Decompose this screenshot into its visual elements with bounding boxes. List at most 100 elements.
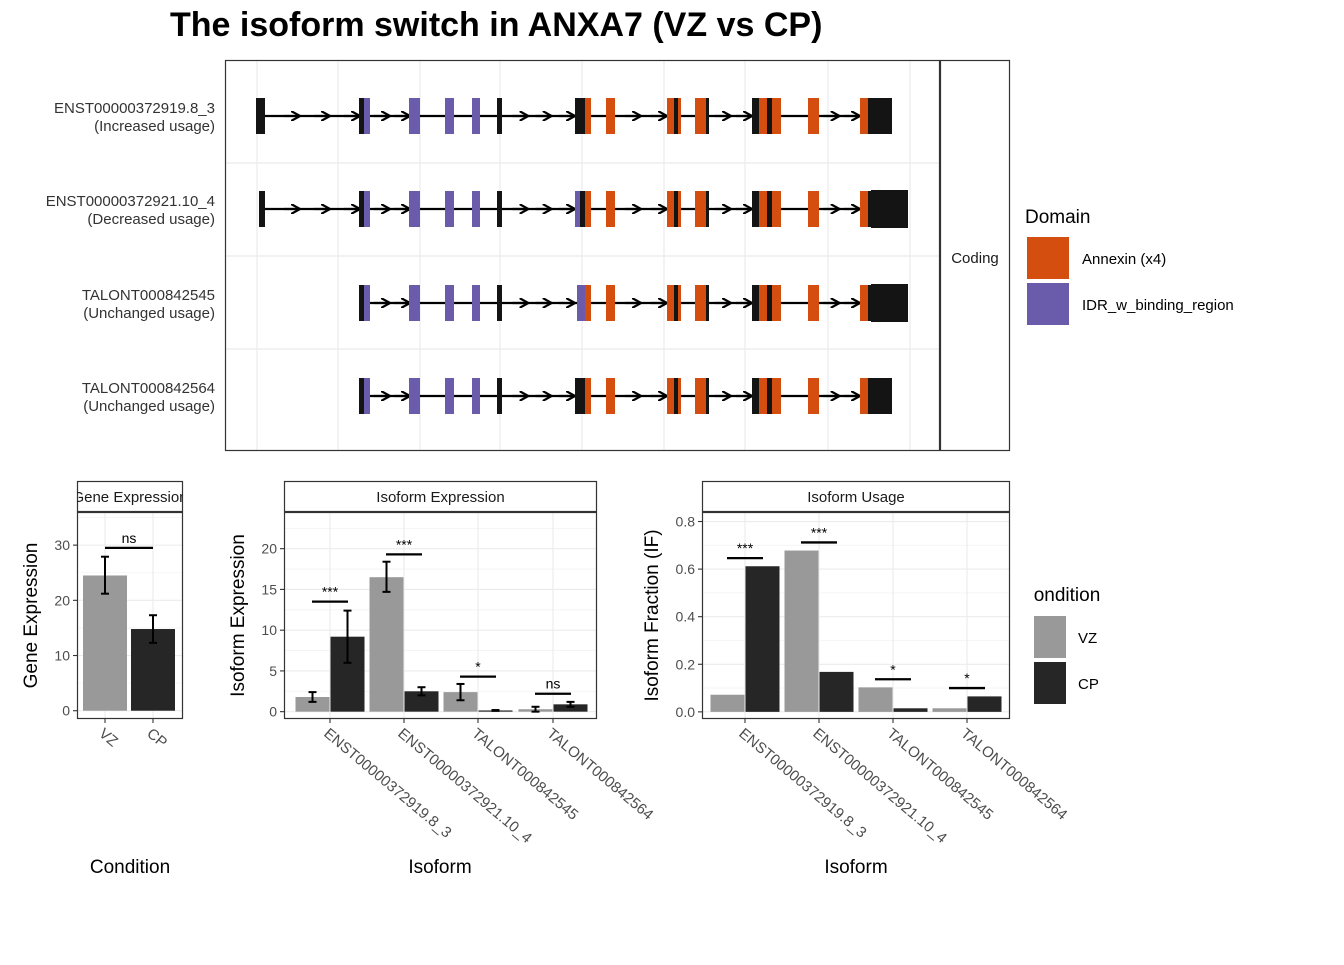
- annexin-domain-block: [585, 191, 591, 227]
- chart-panel-0: ns Gene Expression 0 10 20 30 VZ CP Condition Gen…: [21, 480, 187, 878]
- annexin-domain-block: [759, 98, 768, 134]
- condition-legend: Condition VZ CP: [1020, 585, 1100, 704]
- exon-block: [767, 378, 772, 414]
- exon-block: [359, 98, 364, 134]
- exon-block: [674, 98, 678, 134]
- bar-cp: [967, 696, 1002, 712]
- legend-swatch: [1027, 237, 1069, 279]
- idr-domain-block: [445, 98, 454, 134]
- x-tick-label: ENST00000372919.8_3: [320, 725, 454, 841]
- bars: [83, 575, 175, 711]
- exon-block: [752, 285, 759, 321]
- y-tick-label: 0.6: [676, 561, 696, 577]
- x-tick-label: ENST00000372919.8_3: [735, 725, 869, 841]
- exon-block: [752, 191, 759, 227]
- isoform-label: ENST00000372921.10_4: [46, 193, 215, 210]
- isoform-label: TALONT000842564: [82, 380, 215, 397]
- y-tick-label: 0.0: [676, 704, 696, 720]
- exon-block: [497, 378, 502, 414]
- isoform-label: TALONT000842545: [82, 287, 215, 304]
- idr-domain-block: [364, 98, 370, 134]
- annexin-domain-block: [808, 285, 819, 321]
- isoform-track: [359, 284, 908, 322]
- exon-block: [767, 191, 772, 227]
- idr-domain-block: [409, 378, 420, 414]
- exon-block: [674, 285, 678, 321]
- y-tick-label: 0: [62, 703, 70, 719]
- y-axis-title: Isoform Fraction (IF): [642, 529, 663, 701]
- annexin-domain-block: [808, 191, 819, 227]
- y-tick-label: 0: [269, 704, 277, 720]
- x-axis-title: Condition: [90, 857, 170, 878]
- x-tick-label: CP: [143, 725, 170, 751]
- annexin-domain-block: [606, 285, 615, 321]
- exon-block: [674, 378, 678, 414]
- isoform-usage-label: (Unchanged usage): [83, 305, 215, 322]
- bar-vz: [369, 577, 404, 712]
- exon-block: [259, 191, 265, 227]
- idr-domain-block: [472, 285, 480, 321]
- utr-block: [871, 284, 908, 322]
- bar-vz: [858, 687, 893, 712]
- strip-text: Gene Expression: [72, 489, 187, 506]
- idr-domain-block: [472, 191, 480, 227]
- panel-strip: [283, 480, 598, 513]
- y-axis-title: Gene Expression: [21, 543, 42, 689]
- idr-domain-block: [409, 285, 420, 321]
- idr-domain-block: [409, 191, 420, 227]
- significance-label: ***: [737, 540, 754, 556]
- annexin-domain-block: [860, 378, 869, 414]
- y-tick-label: 20: [261, 541, 277, 557]
- exon-block: [868, 191, 871, 227]
- isoform-track: [259, 190, 908, 228]
- exon-block: [868, 285, 871, 321]
- y-tick-label: 20: [54, 592, 70, 608]
- bar-cp: [404, 691, 439, 712]
- panel-strip: [701, 480, 1011, 513]
- idr-domain-block: [472, 98, 480, 134]
- chart-panel-2: ********Isoform Usage0.00.20.40.60.8ENST…: [642, 480, 1070, 878]
- exon-block: [575, 98, 585, 134]
- domain-legend-title: Domain: [1025, 207, 1090, 228]
- error-bars: [308, 560, 575, 713]
- annexin-domain-block: [759, 285, 768, 321]
- y-tick-label: 10: [261, 622, 277, 638]
- panel-title: Gene Expression: [72, 489, 187, 506]
- annexin-domain-block: [695, 285, 708, 321]
- significance-label: ***: [396, 536, 413, 552]
- condition-legend-title: Condition: [1020, 585, 1100, 606]
- legend-swatch: [1034, 616, 1066, 658]
- idr-domain-block: [445, 378, 454, 414]
- strip-text: Isoform Usage: [807, 489, 905, 506]
- exon-block: [706, 191, 709, 227]
- x-tick-label: VZ: [95, 725, 121, 750]
- bar-vz: [710, 694, 745, 712]
- utr-block: [871, 190, 908, 228]
- exon-block: [256, 98, 265, 134]
- significance-label: *: [890, 661, 896, 677]
- isoform-usage-label: (Increased usage): [94, 118, 215, 135]
- y-tick-label: 0.2: [676, 656, 696, 672]
- exon-block: [359, 191, 364, 227]
- y-tick-label: 5: [269, 663, 277, 679]
- condition-legend-label: VZ: [1078, 630, 1097, 647]
- annexin-domain-block: [695, 191, 708, 227]
- y-tick-label: 15: [261, 581, 277, 597]
- x-tick-label: ENST00000372921.10_4: [809, 725, 950, 847]
- significance-label: ns: [546, 676, 561, 692]
- x-axis-title: Isoform: [824, 857, 887, 878]
- idr-domain-block: [575, 191, 580, 227]
- significance-label: *: [475, 659, 481, 675]
- isoform-usage-label: (Unchanged usage): [83, 398, 215, 415]
- bar-cp: [553, 704, 588, 712]
- utr-block: [871, 98, 892, 134]
- significance-label: ***: [811, 524, 828, 540]
- plot-border: [76, 511, 184, 720]
- annexin-domain-block: [808, 378, 819, 414]
- annexin-domain-block: [860, 98, 869, 134]
- annexin-domain-block: [606, 191, 615, 227]
- legend-swatch: [1034, 662, 1066, 704]
- isoform-track: [256, 98, 892, 134]
